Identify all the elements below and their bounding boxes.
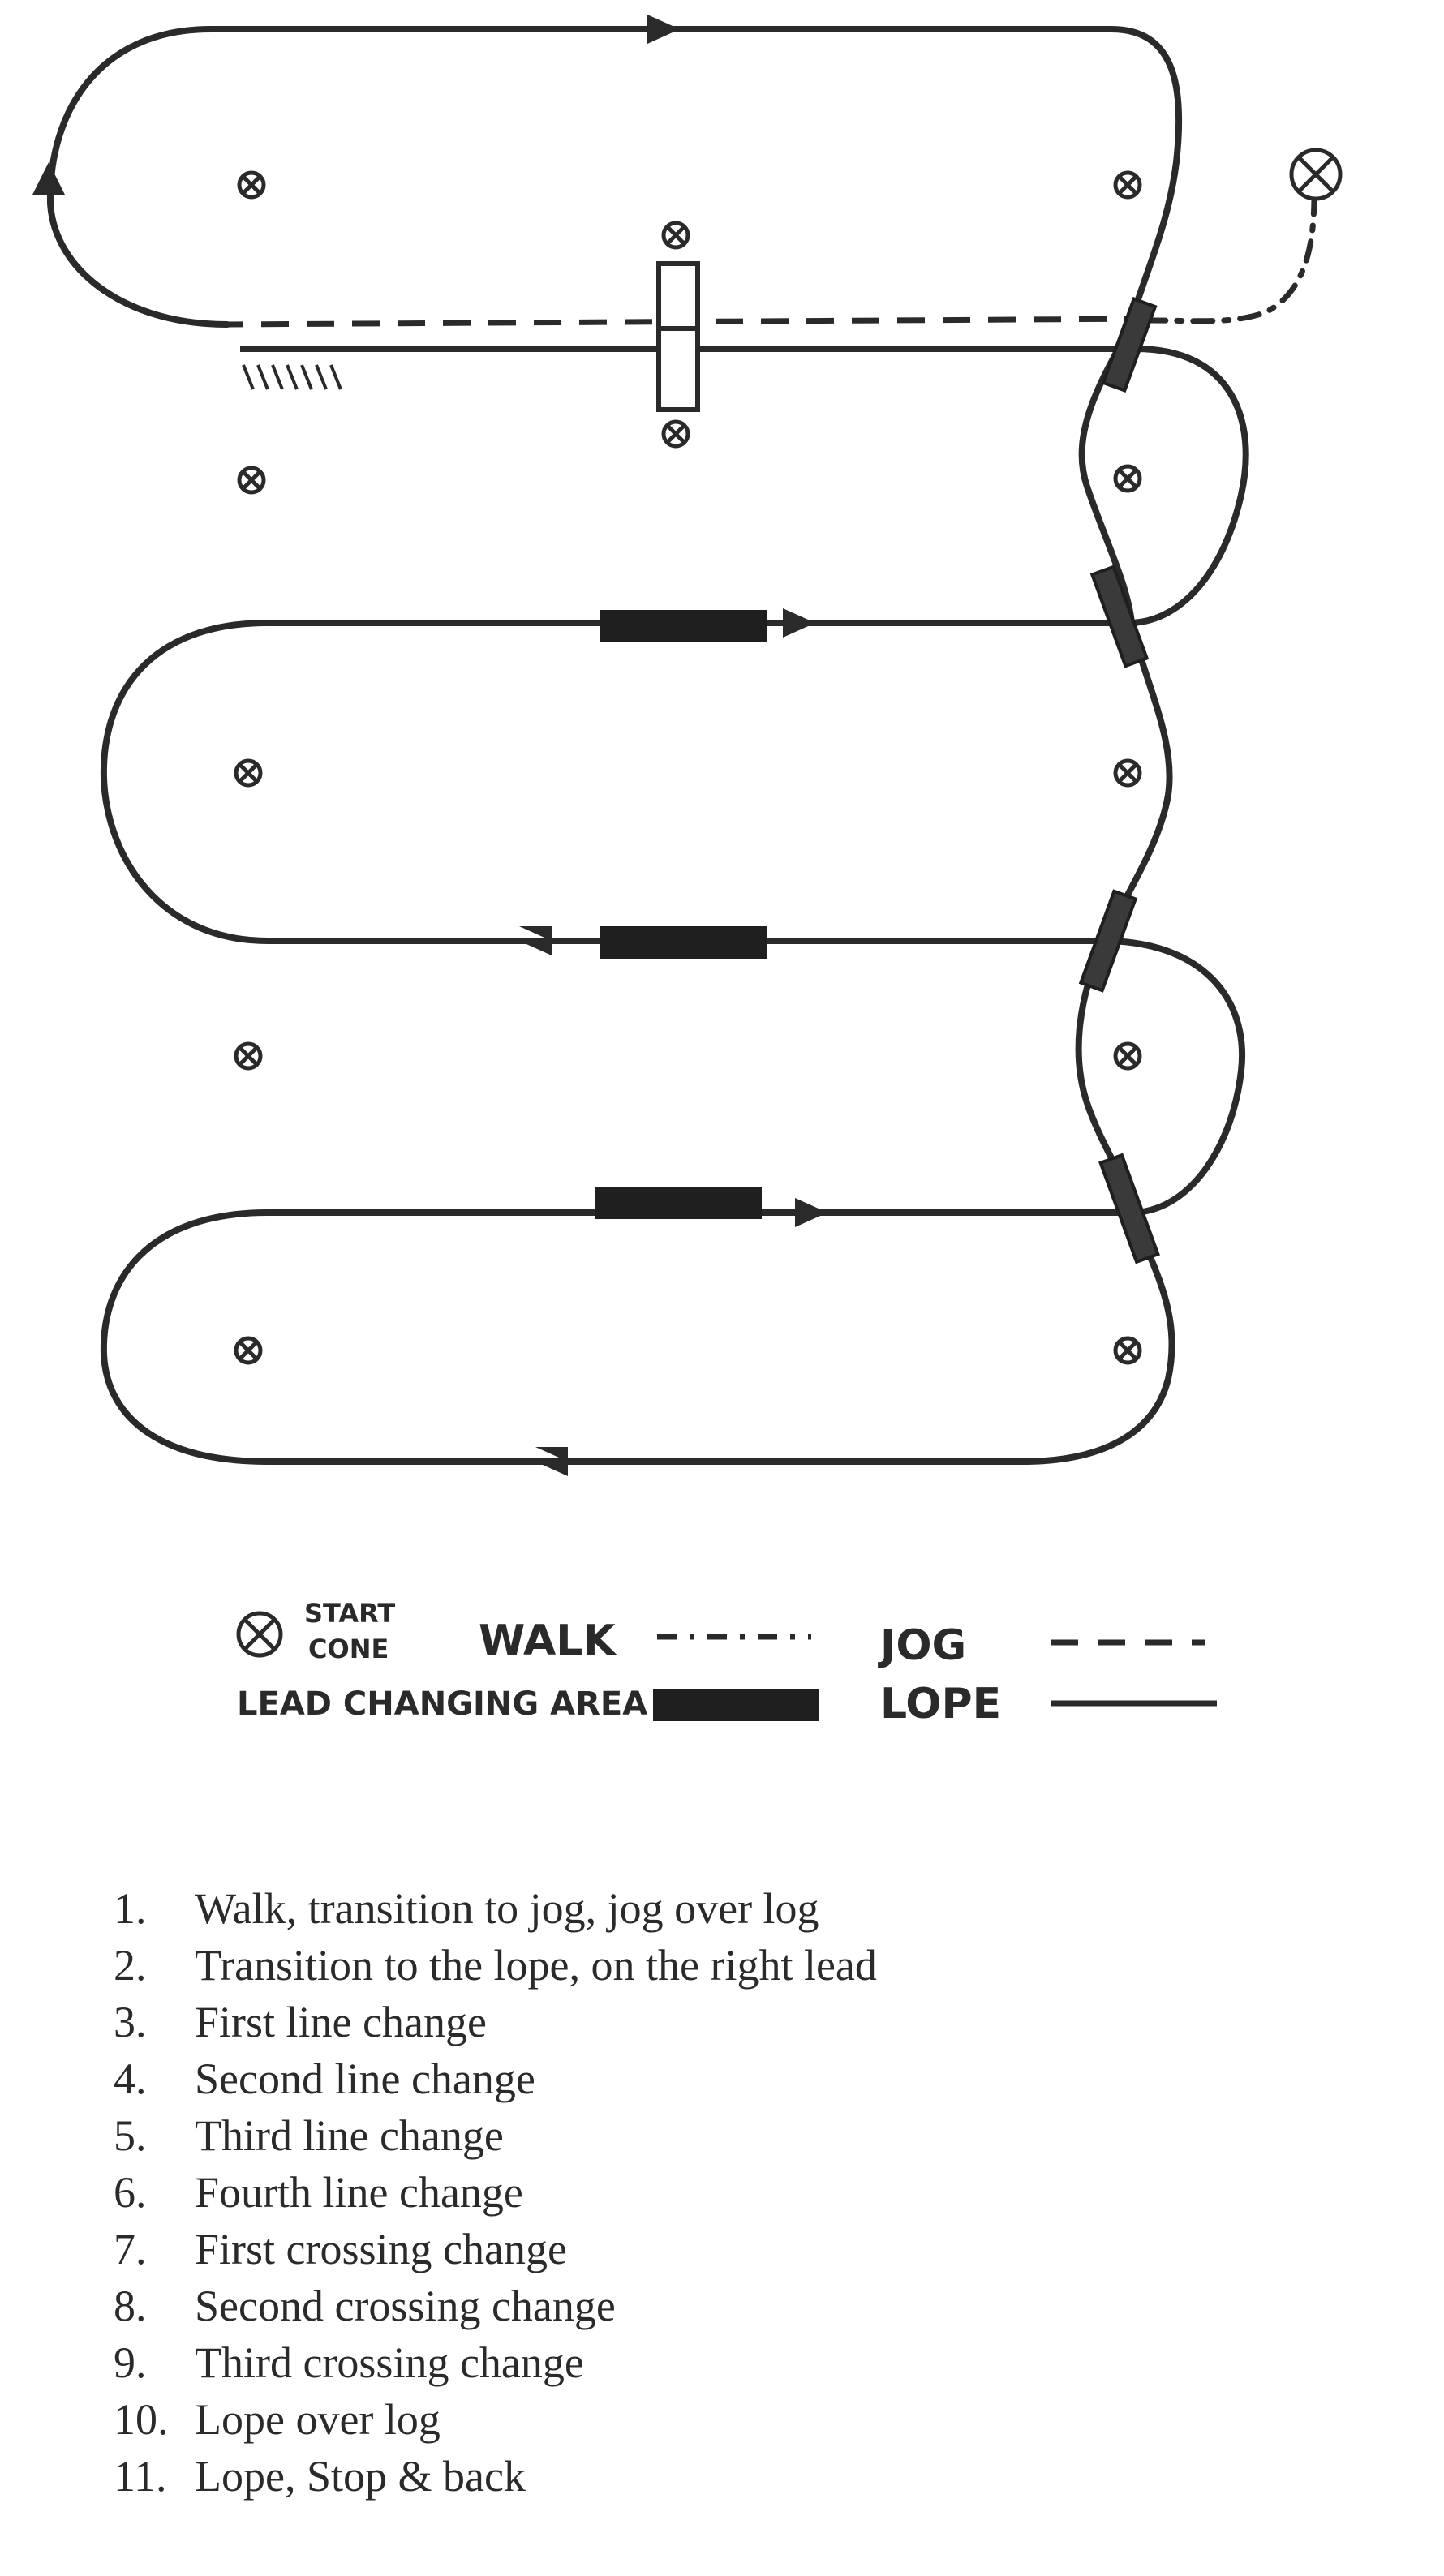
list-item: 7. First crossing change [114,2225,567,2273]
crossing-change-markers [1078,296,1160,1264]
list-item: 4. Second line change [114,2054,535,2103]
walk-path [1149,191,1317,324]
lope-path-right-cross-4 [1019,1238,1175,1465]
lead-change-area-1 [600,610,767,642]
legend-jog-label: JOG [878,1621,966,1670]
lope-path-top-left [46,26,668,328]
legend-cone-label: CONE [308,1634,389,1664]
list-item: 8. Second crossing change [114,2282,616,2330]
list-item: 3. First line change [114,1998,487,2046]
lope-path-loop-3 [100,1209,1139,1465]
list-item: 5. Third line change [114,2111,504,2160]
lope-path-right-cross-1 [1078,329,1135,626]
legend-walk-label: WALK [479,1616,617,1665]
list-item: 10. Lope over log [114,2395,441,2444]
lope-path-right-bulge-2 [1100,938,1246,1216]
legend-lope-label: LOPE [880,1680,1001,1728]
list-item: 11. Lope, Stop & back [114,2452,526,2501]
lope-path-loop-2 [100,620,1135,944]
legend-lead-changing-bar [653,1689,819,1721]
arrowhead-icon [32,15,827,1476]
log-obstacle [656,261,700,412]
start-hatch [242,364,342,390]
legend-start-label: START [304,1598,395,1629]
legend: START CONE WALK JOG LEAD CHANGING AREA L… [236,1598,1217,1728]
legend-start-cone-icon [236,1611,283,1658]
list-item: 6. Fourth line change [114,2168,523,2217]
lead-change-area-2 [600,926,767,959]
lead-change-area-3 [595,1187,762,1219]
list-item: 9. Third crossing change [114,2338,584,2387]
pattern-steps-list: 1. Walk, transition to jog, jog over log … [114,1880,1330,2505]
list-item: 1. Walk, transition to jog, jog over log [114,1884,819,1933]
list-item: 2. Transition to the lope, on the right l… [114,1941,877,1990]
lope-path-top-loop [662,26,1183,336]
lope-path-right-bulge-1 [1128,346,1249,626]
start-cone-icon [1289,148,1343,201]
legend-lead-changing-label: LEAD CHANGING AREA [237,1685,647,1723]
